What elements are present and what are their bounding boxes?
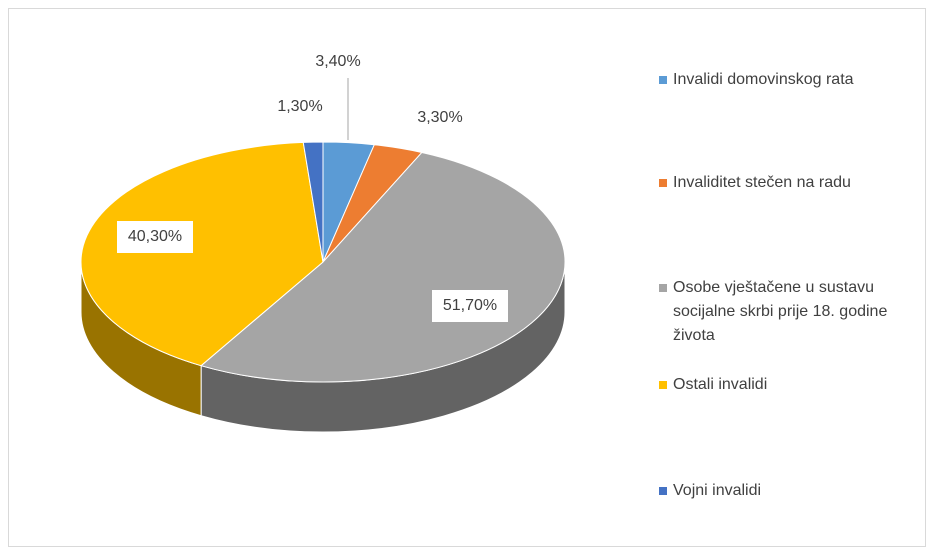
data-label: 3,40% — [315, 53, 360, 70]
data-label: 51,70% — [443, 297, 497, 314]
legend-label: Vojni invalidi — [673, 482, 762, 499]
slice — [200, 151, 566, 383]
legend-label: Osobe vještačene u sustavu socijalne skr… — [673, 279, 888, 344]
data-label: 40,30% — [128, 228, 182, 245]
data-label-box — [432, 290, 508, 322]
legend-label: Ostali invalidi — [673, 376, 768, 393]
legend-swatch — [659, 284, 667, 292]
slice — [80, 141, 324, 367]
legend-label: Invalidi domovinskog rata — [673, 71, 854, 88]
pie — [80, 141, 566, 433]
data-label-box — [117, 221, 193, 253]
legend-label: Invaliditet stečen na radu — [673, 174, 851, 191]
data-label-box — [402, 102, 478, 134]
data-label-box — [262, 91, 338, 123]
legend-swatch — [659, 179, 667, 187]
data-label: 1,30% — [277, 98, 322, 115]
data-label-box — [300, 46, 376, 78]
slice — [302, 141, 324, 263]
legend-swatch — [659, 381, 667, 389]
legend-swatch — [659, 76, 667, 84]
legend-swatch — [659, 487, 667, 495]
data-label: 3,30% — [417, 109, 462, 126]
chart-frame — [8, 8, 926, 547]
